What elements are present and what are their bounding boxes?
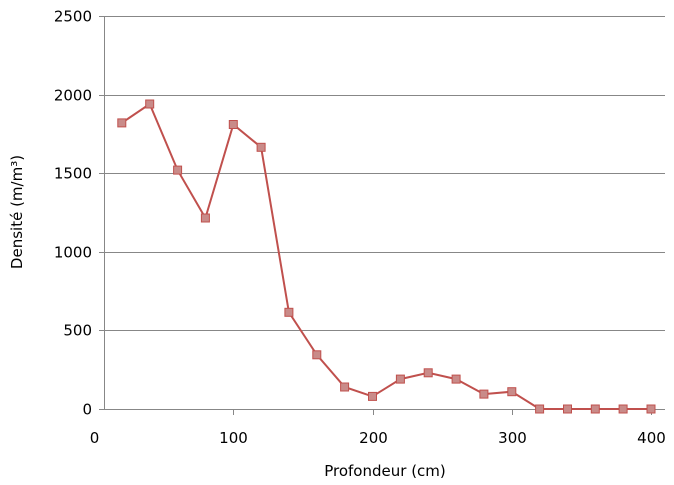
- y-axis-ticks: 0 500 1000 1500 2000 2500: [54, 8, 92, 419]
- x-tick-label: 200: [359, 429, 388, 447]
- x-tick-label: 0: [90, 429, 100, 447]
- data-point: [646, 404, 656, 414]
- grid-lines: [104, 16, 665, 331]
- data-point: [228, 120, 238, 129]
- y-axis-title: Densité (m/m³): [8, 155, 26, 269]
- x-axis-ticks: 0 100 200 300 400: [90, 429, 666, 447]
- data-point: [618, 404, 628, 414]
- data-point: [479, 389, 489, 399]
- x-tick-label: 100: [219, 429, 248, 447]
- y-tick-label: 500: [63, 322, 92, 340]
- data-point: [423, 368, 433, 378]
- data-point: [340, 382, 350, 392]
- data-point: [117, 118, 127, 128]
- data-point: [563, 404, 572, 414]
- y-tick-label: 1500: [54, 165, 92, 183]
- data-point: [535, 404, 545, 414]
- x-tick-label: 400: [637, 429, 666, 447]
- data-point: [200, 213, 210, 223]
- data-point: [284, 307, 294, 317]
- y-tick-label: 0: [82, 401, 92, 419]
- data-point: [451, 374, 461, 384]
- series-line: [121, 102, 651, 410]
- data-point: [256, 142, 266, 152]
- data-point: [173, 165, 183, 175]
- x-axis-title: Profondeur (cm): [324, 462, 446, 480]
- data-point: [507, 387, 517, 397]
- data-point: [590, 404, 600, 414]
- y-tick-label: 2500: [54, 8, 92, 26]
- axes: [99, 16, 665, 415]
- series: [117, 99, 656, 414]
- data-point: [145, 99, 155, 109]
- y-tick-label: 2000: [54, 87, 92, 105]
- x-tick-label: 300: [498, 429, 527, 447]
- data-point: [368, 391, 377, 401]
- y-tick-label: 1000: [54, 244, 92, 262]
- data-point: [395, 374, 405, 384]
- data-point: [312, 350, 322, 360]
